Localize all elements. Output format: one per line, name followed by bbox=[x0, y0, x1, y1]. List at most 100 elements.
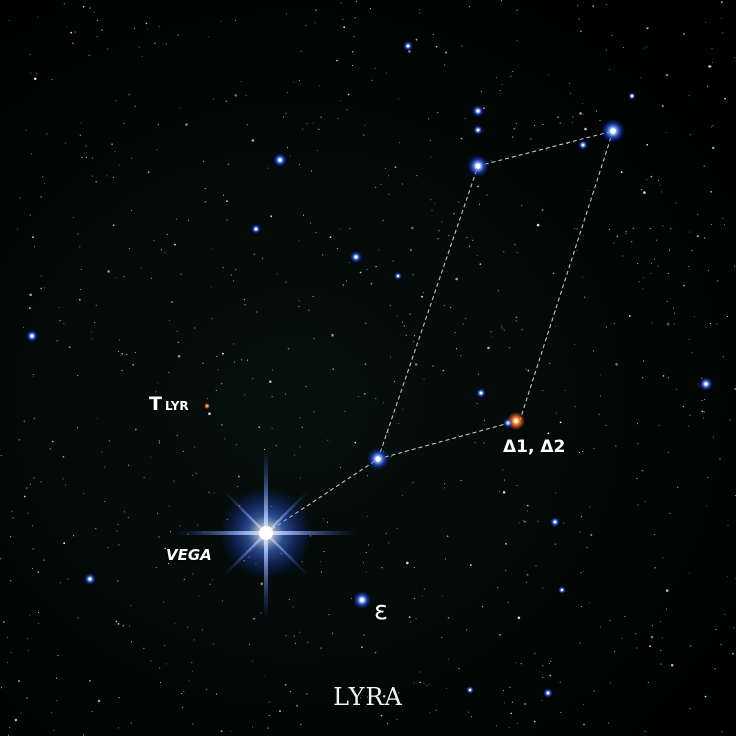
dim-star bbox=[302, 128, 304, 130]
dim-star bbox=[220, 20, 222, 22]
dim-star bbox=[501, 325, 503, 327]
dim-star bbox=[444, 558, 446, 560]
field-star bbox=[543, 688, 553, 698]
dim-star bbox=[665, 73, 669, 77]
dim-star bbox=[89, 680, 91, 682]
dim-star bbox=[450, 307, 452, 309]
dim-star bbox=[571, 121, 573, 123]
dim-star bbox=[174, 243, 176, 246]
dim-star bbox=[499, 89, 501, 92]
dim-star bbox=[547, 432, 550, 435]
dim-star bbox=[91, 157, 94, 159]
dim-star bbox=[688, 572, 691, 574]
dim-star bbox=[631, 241, 633, 243]
dim-star bbox=[536, 223, 540, 227]
dim-star bbox=[636, 647, 638, 649]
dim-star bbox=[482, 606, 484, 608]
dim-star bbox=[722, 32, 724, 34]
dim-star bbox=[269, 380, 272, 384]
dim-star bbox=[690, 645, 692, 647]
dim-star bbox=[688, 231, 691, 233]
field-star bbox=[558, 586, 566, 594]
dim-star bbox=[213, 492, 215, 494]
dim-star bbox=[461, 45, 463, 47]
dim-star bbox=[381, 567, 383, 569]
dim-star bbox=[357, 395, 359, 398]
dim-star bbox=[210, 286, 212, 288]
dim-star bbox=[128, 625, 130, 627]
dim-star bbox=[542, 389, 544, 392]
dim-star bbox=[593, 447, 595, 449]
dim-star bbox=[168, 505, 170, 507]
dim-star bbox=[211, 579, 213, 581]
dim-star bbox=[701, 410, 704, 413]
dim-star bbox=[150, 660, 152, 662]
dim-star bbox=[605, 424, 607, 426]
dim-star bbox=[299, 417, 301, 419]
dim-star bbox=[316, 149, 318, 152]
dim-star bbox=[620, 171, 623, 174]
dim-star bbox=[635, 633, 637, 635]
dim-star bbox=[438, 230, 440, 232]
dim-star bbox=[8, 19, 10, 22]
dim-star bbox=[80, 122, 82, 124]
dim-star bbox=[643, 360, 645, 362]
dim-star bbox=[30, 72, 32, 74]
dim-star bbox=[220, 730, 223, 732]
dim-star bbox=[32, 548, 34, 550]
dim-star bbox=[29, 214, 31, 216]
dim-star bbox=[611, 34, 613, 36]
dim-star bbox=[650, 635, 654, 639]
dim-star bbox=[415, 38, 418, 41]
dim-star bbox=[720, 17, 723, 20]
dim-star bbox=[88, 54, 90, 56]
dim-star bbox=[320, 647, 322, 649]
dim-star bbox=[515, 662, 517, 664]
dim-star bbox=[240, 81, 242, 83]
dim-star bbox=[667, 322, 669, 324]
dim-star bbox=[437, 238, 439, 240]
dim-star bbox=[212, 98, 214, 100]
dim-star bbox=[550, 660, 552, 662]
dim-star bbox=[507, 602, 509, 604]
dim-star bbox=[515, 320, 517, 322]
zeta-lyrae-star bbox=[367, 448, 389, 470]
dim-star bbox=[95, 181, 98, 183]
dim-star bbox=[661, 105, 664, 107]
dim-star bbox=[632, 227, 634, 229]
dim-star bbox=[720, 1, 723, 3]
dim-star bbox=[455, 348, 457, 350]
dim-star bbox=[691, 250, 693, 252]
dim-star bbox=[37, 612, 40, 614]
dim-star bbox=[688, 95, 690, 97]
dim-star bbox=[388, 175, 390, 177]
dim-star bbox=[202, 160, 204, 162]
dim-star bbox=[642, 277, 644, 279]
dim-star bbox=[374, 651, 377, 654]
dim-star bbox=[33, 417, 36, 420]
dim-star bbox=[170, 531, 172, 533]
dim-star bbox=[390, 356, 392, 358]
dim-star bbox=[150, 456, 152, 458]
dim-star bbox=[497, 290, 499, 292]
dim-star bbox=[56, 340, 58, 342]
dim-star bbox=[196, 524, 199, 526]
dim-star bbox=[206, 688, 208, 690]
dim-star bbox=[313, 338, 315, 340]
dim-star bbox=[118, 697, 120, 699]
dim-star bbox=[667, 377, 670, 379]
constellation-lines bbox=[265, 130, 614, 534]
dim-star bbox=[582, 235, 584, 237]
dim-star bbox=[309, 222, 312, 224]
dim-star bbox=[582, 570, 584, 573]
dim-star bbox=[173, 480, 175, 482]
dim-star bbox=[431, 210, 433, 212]
dim-star bbox=[659, 184, 661, 186]
dim-star bbox=[351, 64, 353, 66]
dim-star bbox=[386, 72, 388, 74]
dim-star bbox=[555, 412, 558, 414]
dim-star bbox=[7, 734, 10, 736]
dim-star bbox=[271, 427, 273, 430]
dim-star bbox=[435, 45, 438, 48]
dim-star bbox=[340, 2, 342, 4]
